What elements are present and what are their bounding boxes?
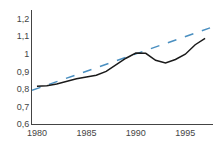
svg-text:0,6: 0,6 [17, 119, 30, 129]
svg-text:0,7: 0,7 [17, 102, 30, 112]
svg-text:1,2: 1,2 [17, 14, 30, 24]
svg-text:0,8: 0,8 [17, 84, 30, 94]
svg-text:0,9: 0,9 [17, 67, 30, 77]
svg-text:1980: 1980 [27, 128, 47, 138]
svg-text:1995: 1995 [175, 128, 195, 138]
svg-text:1,1: 1,1 [17, 31, 30, 41]
svg-text:1: 1 [24, 49, 29, 59]
svg-text:1990: 1990 [126, 128, 146, 138]
svg-text:1985: 1985 [76, 128, 96, 138]
